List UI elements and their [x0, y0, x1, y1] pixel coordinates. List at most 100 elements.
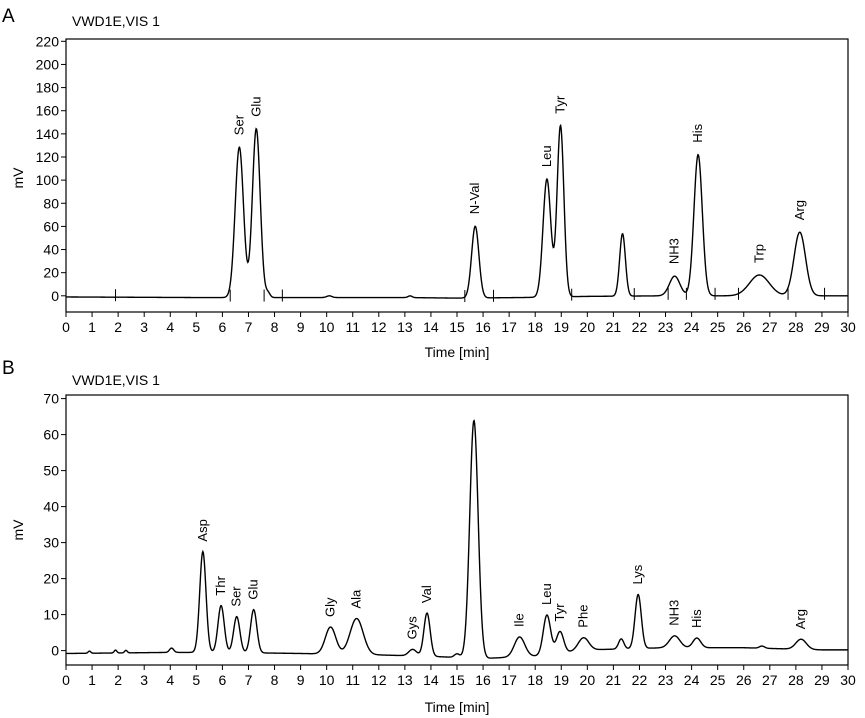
y-tick-label: 120 — [36, 149, 60, 165]
x-tick-label: 4 — [166, 319, 174, 335]
x-tick-label: 29 — [814, 672, 830, 688]
peak-label: Thr — [213, 575, 228, 595]
peak-label: Phe — [575, 605, 590, 628]
x-tick-label: 0 — [62, 319, 70, 335]
x-tick-label: 24 — [684, 319, 700, 335]
y-axis-label-a: mV — [10, 167, 26, 189]
peak-label: Leu — [539, 145, 554, 167]
plot-frame-a — [65, 38, 849, 313]
peak-label: NH3 — [667, 600, 682, 626]
y-tick-label: 60 — [43, 427, 59, 443]
x-tick-label: 20 — [580, 672, 596, 688]
x-tick-label: 28 — [788, 319, 804, 335]
y-tick-label: 50 — [43, 463, 59, 479]
y-axis-b: 0 10 20 30 40 50 60 70 — [43, 391, 66, 659]
peak-label: Trp — [751, 244, 766, 263]
x-tick-label: 11 — [345, 672, 360, 688]
x-tick-label: 8 — [271, 672, 279, 688]
x-tick-label: 26 — [736, 672, 752, 688]
x-tick-label: 0 — [62, 672, 70, 688]
x-tick-label: 27 — [762, 672, 778, 688]
x-tick-label: 20 — [580, 319, 596, 335]
chromatogram-trace-a — [66, 123, 848, 299]
peak-label: Ser — [229, 586, 244, 607]
peak-label: Ser — [231, 114, 246, 135]
y-tick-label: 100 — [36, 172, 60, 188]
x-axis-label-b: Time [min] — [425, 699, 490, 715]
x-tick-label: 14 — [423, 672, 439, 688]
panel-letter-b: B — [2, 358, 15, 379]
x-tick-label: 18 — [527, 672, 543, 688]
y-tick-label: 40 — [43, 242, 59, 258]
y-tick-label: 20 — [43, 265, 59, 281]
x-tick-label: 2 — [114, 319, 122, 335]
x-tick-label: 5 — [192, 319, 200, 335]
y-tick-label: 220 — [36, 33, 60, 49]
y-tick-label: 200 — [36, 56, 60, 72]
peak-label: Tyr — [552, 603, 567, 622]
x-tick-label: 11 — [345, 319, 360, 335]
y-tick-label: 0 — [51, 288, 59, 304]
x-tick-label: 17 — [501, 672, 517, 688]
peak-label: Glu — [246, 579, 261, 599]
x-tick-label: 14 — [423, 319, 439, 335]
x-tick-label: 6 — [219, 672, 227, 688]
x-tick-label: 29 — [814, 319, 830, 335]
peak-label: Val — [419, 585, 434, 603]
x-tick-label: 15 — [449, 672, 465, 688]
y-tick-label: 40 — [43, 499, 59, 515]
x-tick-label: 13 — [397, 672, 413, 688]
x-axis-b: 0 1 2 3 4 5 6 7 8 9 10 11 12 13 14 15 16 17 18 19 20 21 22 23 24… — [62, 665, 856, 688]
x-tick-label: 5 — [192, 672, 200, 688]
x-tick-label: 26 — [736, 319, 752, 335]
peak-label: Lys — [630, 564, 645, 584]
x-tick-label: 10 — [319, 672, 335, 688]
y-tick-label: 140 — [36, 126, 60, 142]
y-tick-label: 10 — [43, 607, 59, 623]
peak-label: Ala — [349, 589, 364, 609]
x-tick-label: 28 — [788, 672, 804, 688]
x-tick-label: 2 — [114, 672, 122, 688]
x-tick-label: 7 — [245, 319, 253, 335]
peak-label: Gys — [405, 616, 420, 640]
peak-label: Arg — [793, 609, 808, 629]
y-tick-label: 80 — [43, 195, 59, 211]
peak-label: Arg — [792, 200, 807, 220]
x-tick-label: 3 — [140, 319, 148, 335]
x-tick-label: 1 — [88, 672, 96, 688]
x-tick-label: 6 — [219, 319, 227, 335]
x-tick-label: 12 — [371, 319, 387, 335]
y-tick-label: 60 — [43, 218, 59, 234]
peak-label: Tyr — [553, 95, 568, 114]
x-tick-label: 12 — [371, 672, 387, 688]
y-tick-label: 20 — [43, 571, 59, 587]
x-tick-label: 30 — [840, 672, 856, 688]
x-axis-a: 0 1 2 3 4 5 6 7 8 9 10 11 12 13 14 15 16 17 18 19 20 21 22 23 24… — [62, 312, 856, 335]
peak-label: Asp — [195, 519, 210, 541]
x-tick-label: 4 — [166, 672, 174, 688]
y-axis-label-b: mV — [10, 519, 26, 541]
x-tick-label: 10 — [319, 319, 335, 335]
x-tick-label: 27 — [762, 319, 778, 335]
y-tick-label: 180 — [36, 80, 60, 96]
x-tick-label: 9 — [297, 672, 305, 688]
panel-letter-a: A — [2, 6, 15, 27]
y-tick-label: 70 — [43, 391, 59, 407]
plot-frame-b — [65, 394, 849, 666]
chart-title-b: VWD1E,VIS 1 — [72, 372, 160, 388]
x-tick-label: 23 — [658, 319, 674, 335]
peak-label: NH3 — [667, 238, 682, 264]
x-tick-label: 21 — [606, 672, 622, 688]
x-tick-label: 8 — [271, 319, 279, 335]
x-tick-label: 15 — [449, 319, 465, 335]
x-tick-label: 16 — [475, 319, 491, 335]
y-tick-label: 0 — [51, 643, 59, 659]
chart-panel-a: A VWD1E,VIS 1 02040608010012014016018020… — [2, 6, 856, 360]
x-tick-label: 1 — [88, 319, 96, 335]
x-tick-label: 13 — [397, 319, 413, 335]
x-tick-label: 22 — [632, 672, 648, 688]
